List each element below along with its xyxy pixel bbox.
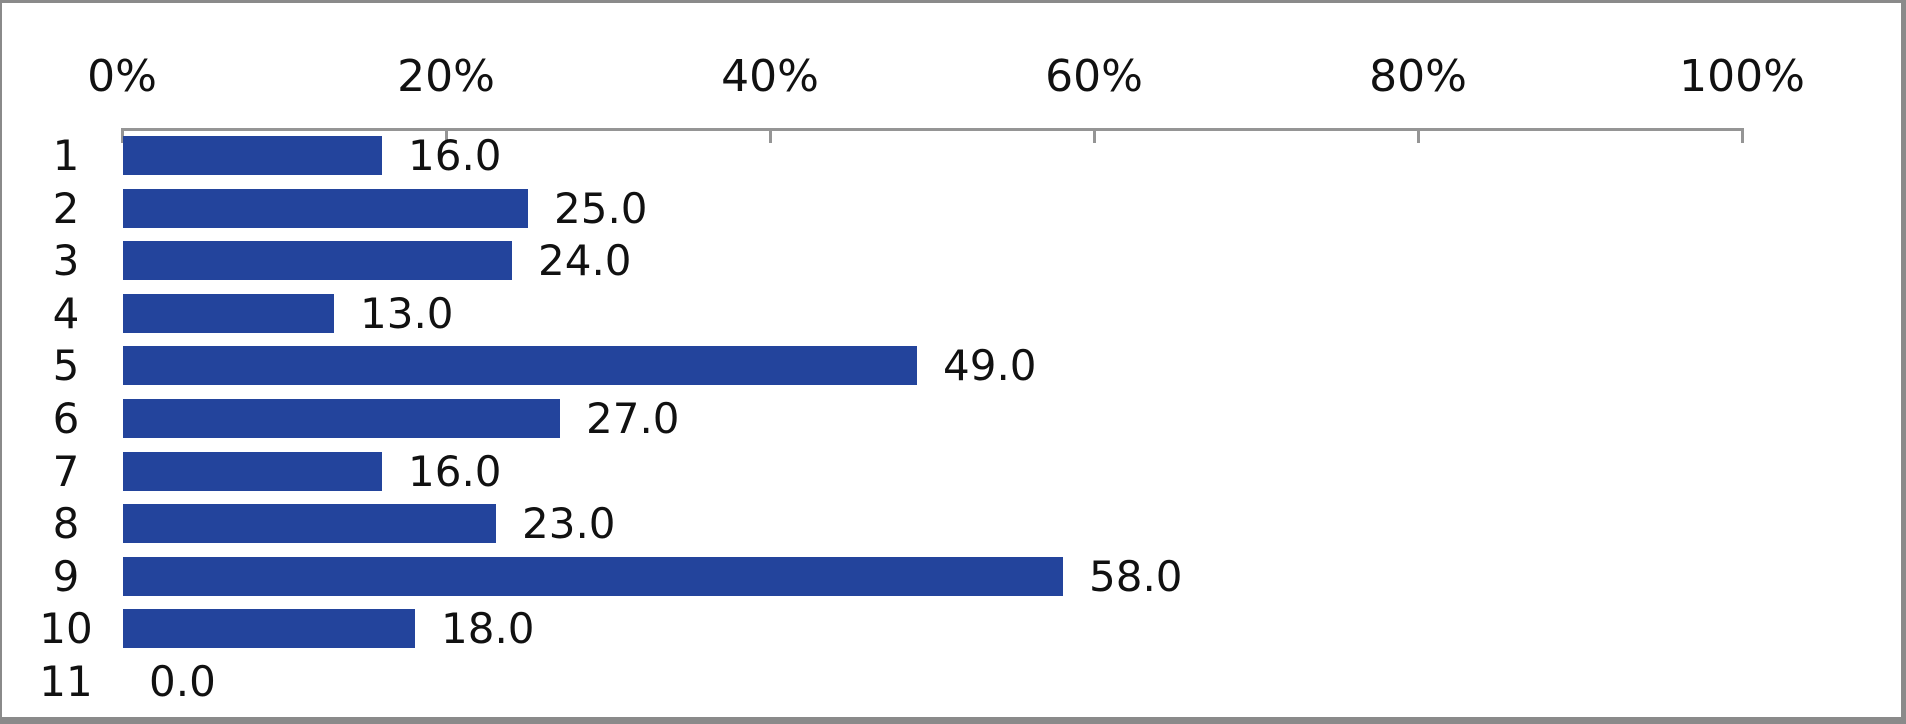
x-axis-tick-label: 100% <box>1679 51 1805 102</box>
x-axis-tick-mark <box>445 128 448 143</box>
category-label: 9 <box>52 552 80 601</box>
x-axis-tick-label: 20% <box>397 51 495 102</box>
x-axis-tick-label: 60% <box>1045 51 1143 102</box>
bar <box>123 504 496 543</box>
x-axis-tick-label: 0% <box>87 51 157 102</box>
bar <box>123 346 917 385</box>
bar-value-label: 16.0 <box>408 131 502 180</box>
category-label: 1 <box>52 131 80 180</box>
bar <box>123 399 560 438</box>
bar-value-label: 13.0 <box>360 289 454 338</box>
bar <box>123 609 415 648</box>
bar-value-label: 0.0 <box>149 657 216 706</box>
x-axis-tick-mark <box>1093 128 1096 143</box>
category-label: 3 <box>52 236 80 285</box>
bar-value-label: 18.0 <box>441 604 535 653</box>
category-label: 4 <box>52 289 80 338</box>
x-axis-tick-label: 40% <box>721 51 819 102</box>
bar <box>123 294 334 333</box>
category-label: 2 <box>52 184 80 233</box>
bar-value-label: 49.0 <box>943 341 1037 390</box>
bar-value-label: 25.0 <box>554 184 648 233</box>
bar-value-label: 16.0 <box>408 447 502 496</box>
x-axis-line <box>122 128 1742 131</box>
bar-value-label: 27.0 <box>586 394 680 443</box>
plot-area: 0% 20% 40% 60% 80% 100% 1 16.0 2 25.0 3 24.0 4 13.0 5 4… <box>2 3 1901 717</box>
x-axis-tick-mark <box>769 128 772 143</box>
x-axis-tick-mark <box>121 128 124 143</box>
bar-value-label: 23.0 <box>522 499 616 548</box>
bar <box>123 452 382 491</box>
category-label: 5 <box>52 341 80 390</box>
category-label: 10 <box>39 604 93 653</box>
bar <box>123 557 1063 596</box>
bar <box>123 136 382 175</box>
bar-value-label: 58.0 <box>1089 552 1183 601</box>
category-label: 7 <box>52 447 80 496</box>
x-axis-tick-mark <box>1741 128 1744 143</box>
x-axis-tick-mark <box>1417 128 1420 143</box>
x-axis-tick-label: 80% <box>1369 51 1467 102</box>
category-label: 6 <box>52 394 80 443</box>
bar <box>123 189 528 228</box>
category-label: 11 <box>39 657 93 706</box>
bar-value-label: 24.0 <box>538 236 632 285</box>
bar <box>123 241 512 280</box>
category-label: 8 <box>52 499 80 548</box>
